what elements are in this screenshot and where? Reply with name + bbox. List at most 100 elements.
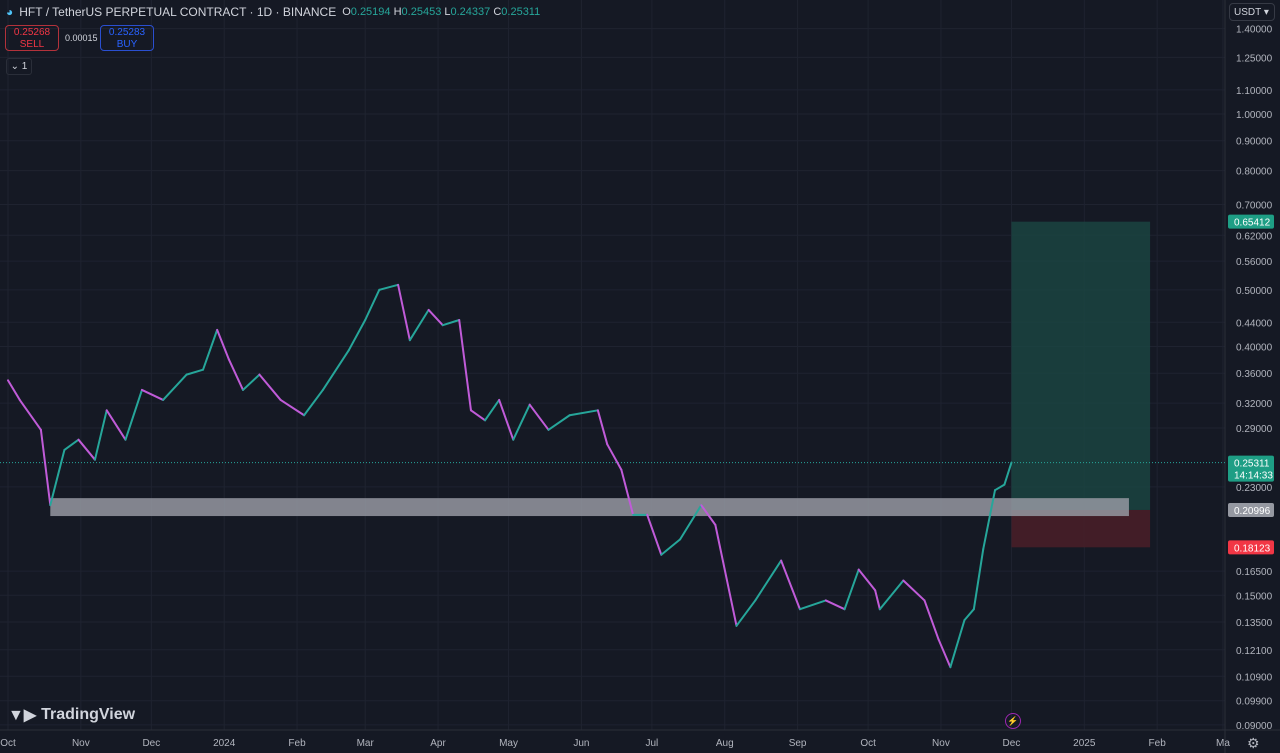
price-segment [162,373,188,401]
price-segment [378,283,400,291]
price-segment [484,398,501,422]
time-tick-label: Ma [1216,738,1230,749]
price-tick-label: 0.70000 [1236,200,1273,211]
time-tick-label: Oct [0,738,16,749]
settings-gear-icon[interactable]: ⚙ [1247,735,1260,751]
time-tick-label: Aug [716,738,734,749]
price-segment [18,398,42,431]
price-segment [963,608,975,622]
price-segment [902,579,926,602]
time-tick-label: Feb [1149,738,1167,749]
price-tick-label: 0.62000 [1236,231,1273,242]
time-tick-label: May [499,738,518,749]
price-segment [77,438,96,461]
currency-select[interactable]: USDT ▾ [1229,3,1275,21]
price-segment [660,538,682,556]
time-tick-label: Jun [573,738,589,749]
price-segment [63,438,80,451]
take-profit-zone [1011,221,1151,510]
price-tick-label: 0.32000 [1236,399,1273,410]
price-segment [7,379,21,401]
price-segment [714,523,738,627]
price-segment [735,599,757,627]
price-segment [93,409,108,461]
symbol-icon: ◕ [6,5,14,19]
stop-price-badge-bg [1228,540,1274,555]
price-segment [646,513,663,556]
price-segment [321,349,350,391]
price-segment [923,599,940,641]
price-segment [242,373,261,391]
price-tick-label: 0.10900 [1236,672,1273,683]
price-segment [498,398,515,441]
time-tick-label: Jul [646,738,659,749]
time-tick-label: Nov [932,738,950,749]
target-price-badge: 0.65412 [1234,218,1271,229]
price-segment [824,599,846,611]
price-tick-label: 0.80000 [1236,167,1273,178]
price-segment [547,414,571,431]
price-tick-label: 1.10000 [1236,86,1273,97]
spread-value: 0.00015 [65,33,98,43]
time-tick-label: Oct [860,738,876,749]
price-tick-label: 0.09900 [1236,697,1273,708]
price-tick-label: 1.25000 [1236,53,1273,64]
price-segment [258,373,282,401]
stop-price-badge: 0.18123 [1234,543,1271,554]
price-segment [279,398,306,417]
price-tick-label: 0.44000 [1236,318,1273,329]
price-segment [427,308,444,327]
price-segment [700,504,717,526]
price-segment [458,318,472,412]
time-tick-label: Mar [357,738,375,749]
time-tick-label: Feb [288,738,306,749]
stop-loss-zone [1011,509,1151,548]
buy-button[interactable]: 0.25283 BUY [100,25,154,51]
price-segment [347,318,367,352]
entry-price-badge: 0.20996 [1234,506,1271,517]
price-segment [874,589,881,611]
price-tick-label: 0.16500 [1236,567,1273,578]
price-segment [528,403,550,431]
price-tick-label: 0.56000 [1236,257,1273,268]
tradingview-logo[interactable]: ▼▶ TradingView [8,706,136,724]
price-segment [469,409,487,422]
price-tick-label: 0.50000 [1236,286,1273,297]
ohlc-values: O0.25194 H0.25453 L0.24337 C0.25311 [342,6,541,18]
price-segment [441,318,461,327]
price-segment [49,448,66,507]
price-tick-label: 0.90000 [1236,137,1273,148]
price-segment [994,483,1006,492]
price-segment [568,409,599,417]
lightning-icon[interactable]: ⚡ [1005,713,1021,729]
price-segment [364,288,381,321]
price-segment [679,504,703,541]
price-segment [982,489,996,551]
time-tick-label: Nov [72,738,90,749]
price-tick-label: 1.00000 [1236,110,1273,121]
symbol-title[interactable]: HFT / TetherUS PERPETUAL CONTRACT · 1D ·… [19,5,337,19]
price-segment [972,548,985,611]
price-segment [227,358,244,391]
price-segment [857,568,877,592]
tradingview-logo-icon: ▼▶ [8,707,37,724]
price-segment [39,428,52,507]
collapse-indicators-button[interactable]: ⌄ 1 [6,58,32,75]
last-price-badge-bg [1228,455,1274,482]
sell-button[interactable]: 0.25268 SELL [5,25,59,51]
price-segment [620,468,635,516]
time-tick-label: Apr [430,738,446,749]
price-segment [216,328,230,361]
price-segment [124,388,143,441]
price-tick-label: 0.40000 [1236,342,1273,353]
price-segment [596,409,609,446]
price-segment [754,559,783,602]
price-segment [878,579,905,611]
price-segment [105,409,127,441]
price-tick-label: 0.09000 [1236,721,1273,732]
price-segment [397,283,411,342]
price-tick-label: 1.40000 [1236,25,1273,36]
price-tick-label: 0.15000 [1236,591,1273,602]
price-segment [185,368,205,376]
